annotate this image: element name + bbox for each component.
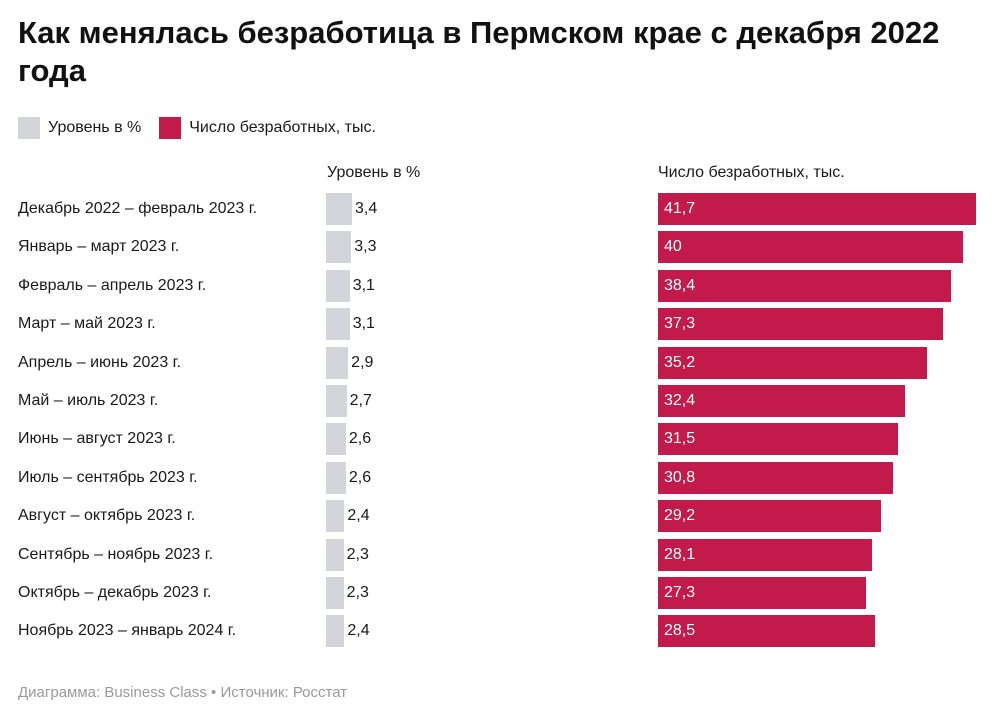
bar-rate: [326, 231, 352, 264]
category-label: Октябрь – декабрь 2023 г.: [18, 584, 212, 601]
bar-count: [658, 615, 876, 648]
value-label-count: 27,3: [664, 584, 696, 601]
bar-rate: [326, 538, 344, 571]
value-label-count: 31,5: [664, 430, 696, 448]
category-label: Декабрь 2022 – февраль 2023 г.: [18, 200, 258, 217]
bar-rate: [326, 500, 345, 533]
bar-count: [658, 461, 893, 494]
value-label-rate: 2,3: [346, 545, 369, 563]
category-label: Апрель – июнь 2023 г.: [18, 353, 181, 371]
column-header-rate: Уровень в %: [327, 164, 421, 181]
category-label: Сентябрь – ноябрь 2023 г.: [18, 545, 214, 563]
bar-rate: [326, 269, 350, 302]
category-label: Июнь – август 2023 г.: [18, 430, 176, 448]
bar-rate: [326, 346, 349, 379]
legend-swatch-rate: [18, 117, 40, 139]
value-label-rate: 2,7: [349, 392, 372, 409]
value-label-rate: 2,9: [351, 353, 374, 371]
bar-rate: [326, 615, 345, 648]
value-label-count: 30,8: [664, 468, 696, 486]
value-label-count: 28,5: [664, 622, 696, 640]
bar-count: [658, 308, 943, 341]
chart-title: Как менялась безработица в Пермском крае…: [18, 15, 940, 88]
value-label-count: 29,2: [664, 507, 696, 525]
value-label-count: 37,3: [664, 315, 696, 333]
value-label-count: 32,4: [664, 392, 696, 409]
bar-count: [658, 423, 899, 456]
bar-count: [658, 500, 881, 533]
bar-count: [658, 538, 873, 571]
legend-label-rate: Уровень в %: [48, 119, 142, 136]
bar-rate: [326, 193, 352, 225]
bar-count: [658, 577, 867, 609]
bar-count: [658, 193, 977, 225]
legend-item-rate: Уровень в %: [18, 117, 141, 139]
category-label: Ноябрь 2023 – январь 2024 г.: [18, 622, 237, 640]
bar-count: [658, 231, 964, 264]
value-label-rate: 3,1: [352, 276, 375, 294]
category-label: Май – июль 2023 г.: [18, 392, 159, 409]
column-header-count: Число безработных, тыс.: [658, 164, 845, 181]
value-label-rate: 2,3: [346, 584, 369, 601]
value-label-count: 28,1: [664, 545, 696, 563]
legend-item-count: Число безработных, тыс.: [159, 117, 376, 139]
bar-count: [658, 346, 927, 379]
value-label-rate: 3,4: [355, 200, 378, 217]
value-label-rate: 2,4: [347, 507, 370, 525]
bar-rate: [326, 577, 344, 609]
category-label: Август – октябрь 2023 г.: [18, 507, 196, 525]
legend-swatch-count: [159, 117, 182, 139]
value-label-rate: 3,3: [354, 238, 377, 256]
bar-rate: [326, 308, 350, 341]
category-label: Июль – сентябрь 2023 г.: [18, 468, 198, 486]
value-label-rate: 2,6: [348, 468, 372, 486]
value-label-count: 40: [664, 238, 682, 256]
value-label-count: 38,4: [664, 276, 696, 294]
bar-rate: [326, 461, 346, 494]
bar-rate: [326, 423, 346, 456]
bar-count: [658, 385, 906, 417]
category-label: Март – май 2023 г.: [18, 315, 156, 333]
value-label-rate: 2,6: [348, 430, 372, 448]
legend: Уровень в % Число безработных, тыс.: [18, 117, 376, 139]
legend-label-count: Число безработных, тыс.: [189, 119, 376, 136]
category-label: Февраль – апрель 2023 г.: [18, 276, 207, 294]
value-label-rate: 3,1: [352, 315, 375, 333]
bar-count: [658, 269, 951, 302]
value-label-count: 35,2: [664, 353, 696, 371]
value-label-rate: 2,4: [347, 622, 370, 640]
bar-rate: [326, 385, 347, 417]
category-label: Январь – март 2023 г.: [18, 238, 180, 256]
footer-source: Диаграмма: Business Class • Источник: Ро…: [18, 684, 348, 701]
value-label-count: 41,7: [664, 200, 696, 217]
